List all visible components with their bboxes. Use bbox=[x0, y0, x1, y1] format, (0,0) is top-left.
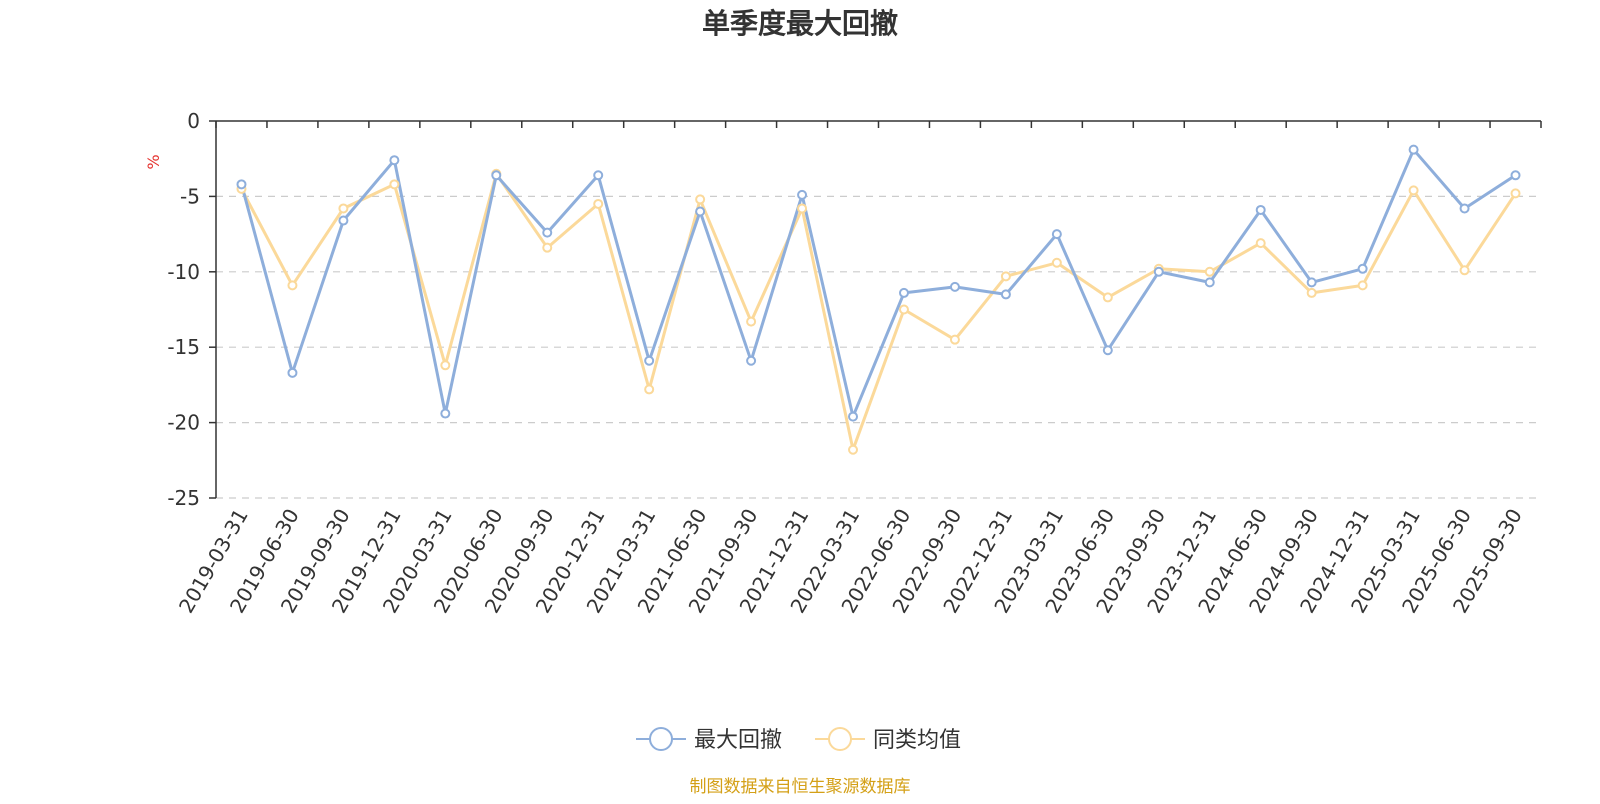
data-point bbox=[287, 280, 298, 291]
data-point bbox=[236, 179, 247, 190]
data-point bbox=[1255, 204, 1266, 215]
grid-lines bbox=[216, 195, 1541, 499]
data-point bbox=[1102, 292, 1113, 303]
data-point bbox=[1000, 289, 1011, 300]
y-tick-label: -20 bbox=[167, 411, 200, 435]
data-point bbox=[1306, 287, 1317, 298]
data-point bbox=[1459, 265, 1470, 276]
data-point bbox=[746, 316, 757, 327]
data-point bbox=[848, 411, 859, 422]
data-point bbox=[695, 194, 706, 205]
y-tick-label: -5 bbox=[180, 184, 200, 208]
data-point bbox=[593, 170, 604, 181]
data-point bbox=[1051, 229, 1062, 240]
legend[interactable]: 最大回撤 同类均值 bbox=[636, 727, 961, 753]
y-axis-unit: % bbox=[144, 154, 163, 169]
legend-circle-icon bbox=[828, 727, 852, 751]
data-point bbox=[440, 408, 451, 419]
data-point bbox=[1459, 203, 1470, 214]
data-point bbox=[797, 189, 808, 200]
y-tick-label: -25 bbox=[167, 486, 200, 510]
data-point bbox=[287, 367, 298, 378]
legend-label: 最大回撤 bbox=[694, 728, 782, 753]
legend-item[interactable]: 最大回撤 bbox=[636, 727, 782, 753]
data-point bbox=[1204, 266, 1215, 277]
data-point bbox=[695, 206, 706, 217]
chart-title: 单季度最大回撤 bbox=[702, 7, 898, 40]
series-lines bbox=[236, 144, 1521, 455]
y-tick-label: -10 bbox=[167, 260, 200, 284]
legend-item[interactable]: 同类均值 bbox=[815, 727, 961, 753]
data-point bbox=[593, 198, 604, 209]
data-point bbox=[1102, 345, 1113, 356]
data-point bbox=[898, 304, 909, 315]
data-point bbox=[389, 179, 400, 190]
data-point bbox=[542, 227, 553, 238]
data-point bbox=[898, 287, 909, 298]
series-line bbox=[240, 148, 1517, 419]
data-point bbox=[389, 155, 400, 166]
data-point bbox=[1000, 271, 1011, 282]
data-point bbox=[949, 281, 960, 292]
series-line bbox=[240, 172, 1517, 452]
data-point bbox=[1510, 188, 1521, 199]
data-point bbox=[644, 355, 655, 366]
data-point bbox=[338, 215, 349, 226]
data-point bbox=[1357, 263, 1368, 274]
data-point bbox=[542, 242, 553, 253]
data-point bbox=[644, 384, 655, 395]
data-point bbox=[440, 360, 451, 371]
data-point bbox=[848, 444, 859, 455]
data-source-note: 制图数据来自恒生聚源数据库 bbox=[690, 777, 911, 797]
data-point bbox=[949, 334, 960, 345]
data-point bbox=[746, 355, 757, 366]
data-point bbox=[1408, 144, 1419, 155]
data-point bbox=[1255, 238, 1266, 249]
data-point bbox=[1408, 185, 1419, 196]
data-point bbox=[1051, 257, 1062, 268]
data-point bbox=[1153, 266, 1164, 277]
data-point bbox=[1204, 277, 1215, 288]
data-point bbox=[1357, 280, 1368, 291]
data-point bbox=[1306, 277, 1317, 288]
data-point bbox=[1510, 170, 1521, 181]
legend-circle-icon bbox=[649, 727, 673, 751]
data-point bbox=[797, 203, 808, 214]
legend-label: 同类均值 bbox=[873, 728, 961, 753]
data-point bbox=[338, 203, 349, 214]
data-point bbox=[491, 170, 502, 181]
y-tick-label: -15 bbox=[167, 335, 200, 359]
y-tick-label: 0 bbox=[187, 109, 200, 133]
